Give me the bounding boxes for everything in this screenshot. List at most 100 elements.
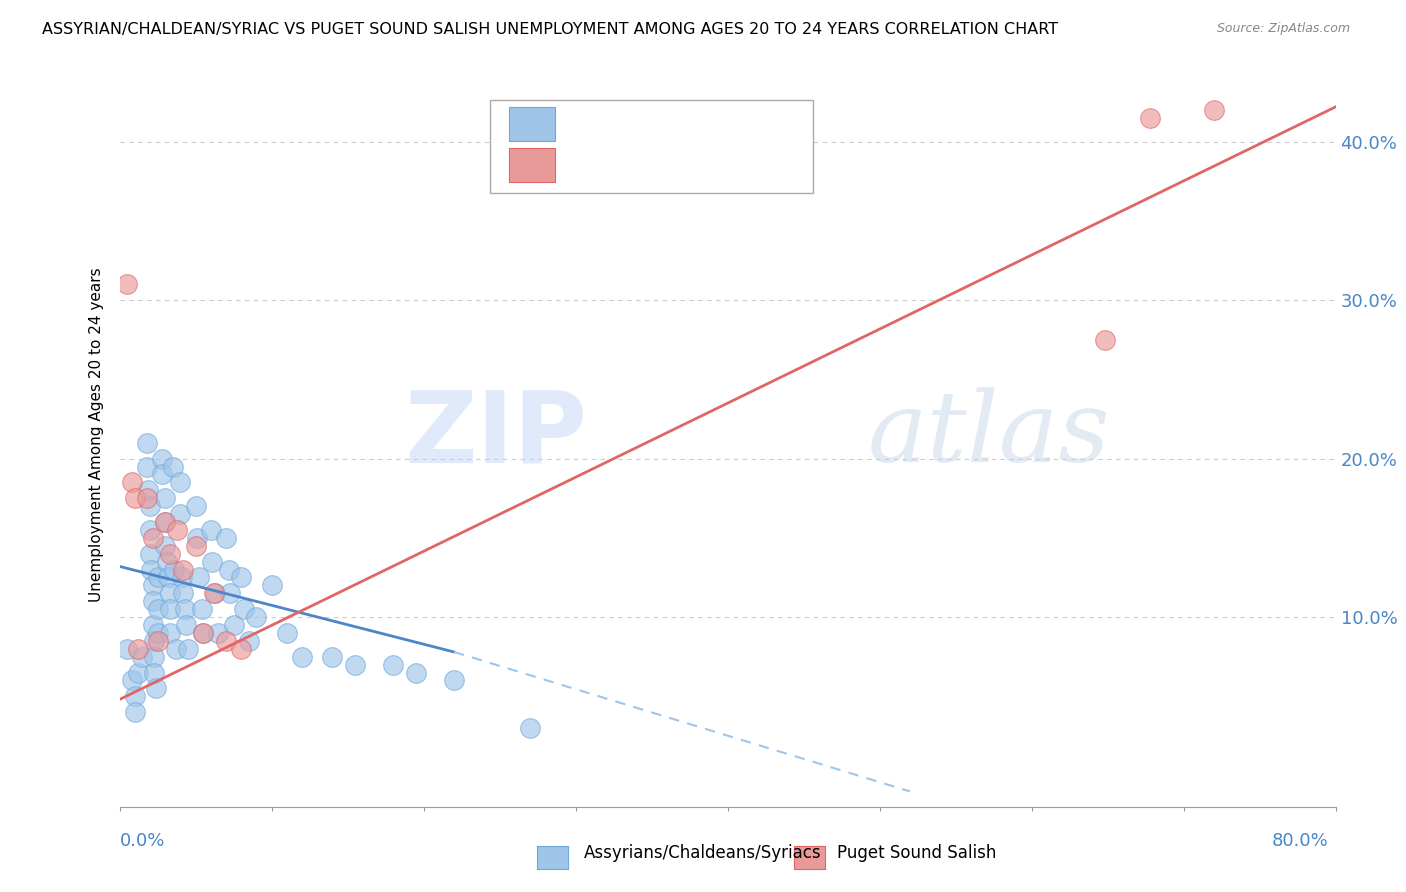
Point xyxy=(146,570,169,584)
Point xyxy=(172,586,194,600)
Point xyxy=(231,570,253,584)
Point xyxy=(121,673,143,688)
Text: atlas: atlas xyxy=(868,387,1111,483)
FancyBboxPatch shape xyxy=(509,148,555,182)
Point xyxy=(153,539,176,553)
Point xyxy=(219,586,242,600)
Text: Assyrians/Chaldeans/Syriacs: Assyrians/Chaldeans/Syriacs xyxy=(583,844,821,862)
Point xyxy=(176,618,198,632)
Point xyxy=(191,626,214,640)
Point xyxy=(142,618,165,632)
Point xyxy=(166,523,188,537)
Point xyxy=(190,602,212,616)
Point xyxy=(200,523,222,537)
Point xyxy=(124,705,146,719)
Point xyxy=(141,563,163,577)
Point xyxy=(165,641,187,656)
Point xyxy=(146,602,169,616)
Point xyxy=(150,451,173,466)
Point xyxy=(276,626,298,640)
Point xyxy=(127,641,149,656)
Point xyxy=(191,626,214,640)
Point xyxy=(321,649,343,664)
Point xyxy=(204,586,226,600)
Point xyxy=(142,578,165,592)
Point xyxy=(1094,333,1116,347)
Point xyxy=(156,555,179,569)
Point xyxy=(344,657,367,672)
Point xyxy=(215,633,238,648)
Point xyxy=(138,483,160,498)
Point xyxy=(139,499,162,513)
Point xyxy=(153,515,176,529)
Text: 0.0%: 0.0% xyxy=(120,831,165,849)
Point xyxy=(159,602,181,616)
Point xyxy=(184,539,207,553)
Point xyxy=(184,499,207,513)
Point xyxy=(153,491,176,506)
Point xyxy=(201,555,224,569)
Text: Source: ZipAtlas.com: Source: ZipAtlas.com xyxy=(1216,22,1350,36)
Point xyxy=(159,586,181,600)
Point xyxy=(187,570,209,584)
Point xyxy=(231,641,253,656)
Point xyxy=(143,649,166,664)
Point xyxy=(135,491,157,506)
Point xyxy=(115,277,138,292)
Point xyxy=(127,665,149,680)
Point xyxy=(139,523,162,537)
Point xyxy=(124,690,146,704)
Point xyxy=(153,515,176,529)
Point xyxy=(207,626,229,640)
Text: R = -0.245    N = 69: R = -0.245 N = 69 xyxy=(574,115,783,133)
Point xyxy=(139,547,162,561)
Text: 80.0%: 80.0% xyxy=(1272,831,1329,849)
Point xyxy=(121,475,143,490)
Point xyxy=(146,626,169,640)
Y-axis label: Unemployment Among Ages 20 to 24 years: Unemployment Among Ages 20 to 24 years xyxy=(89,268,104,602)
Point xyxy=(238,633,260,648)
Point xyxy=(519,721,541,735)
Point xyxy=(157,570,180,584)
Point xyxy=(173,602,195,616)
Point xyxy=(218,563,240,577)
Point xyxy=(135,435,157,450)
Point xyxy=(169,475,191,490)
Point xyxy=(405,665,427,680)
Text: R =  0.714    N = 19: R = 0.714 N = 19 xyxy=(574,156,783,174)
Point xyxy=(143,665,166,680)
Point xyxy=(233,602,256,616)
Point xyxy=(115,641,138,656)
Point xyxy=(163,563,186,577)
Point xyxy=(159,547,181,561)
Point xyxy=(169,507,191,521)
Point xyxy=(150,467,173,482)
Point xyxy=(177,641,200,656)
Point xyxy=(202,586,225,600)
Point xyxy=(142,594,165,608)
Point xyxy=(159,626,181,640)
Point xyxy=(443,673,465,688)
Point xyxy=(382,657,405,672)
Point xyxy=(172,563,194,577)
Point xyxy=(145,681,167,696)
Point xyxy=(162,459,184,474)
Point xyxy=(135,459,157,474)
FancyBboxPatch shape xyxy=(509,107,555,141)
Point xyxy=(186,531,208,545)
Point xyxy=(124,491,146,506)
Point xyxy=(245,610,267,624)
Point xyxy=(146,633,169,648)
FancyBboxPatch shape xyxy=(491,100,813,193)
Point xyxy=(131,649,153,664)
Point xyxy=(1204,103,1226,117)
Point xyxy=(170,570,193,584)
Text: ASSYRIAN/CHALDEAN/SYRIAC VS PUGET SOUND SALISH UNEMPLOYMENT AMONG AGES 20 TO 24 : ASSYRIAN/CHALDEAN/SYRIAC VS PUGET SOUND … xyxy=(42,22,1059,37)
Text: Puget Sound Salish: Puget Sound Salish xyxy=(837,844,995,862)
Point xyxy=(260,578,283,592)
Point xyxy=(215,531,238,545)
Point xyxy=(222,618,245,632)
Point xyxy=(1139,111,1161,125)
Point xyxy=(291,649,314,664)
Text: ZIP: ZIP xyxy=(405,386,588,483)
